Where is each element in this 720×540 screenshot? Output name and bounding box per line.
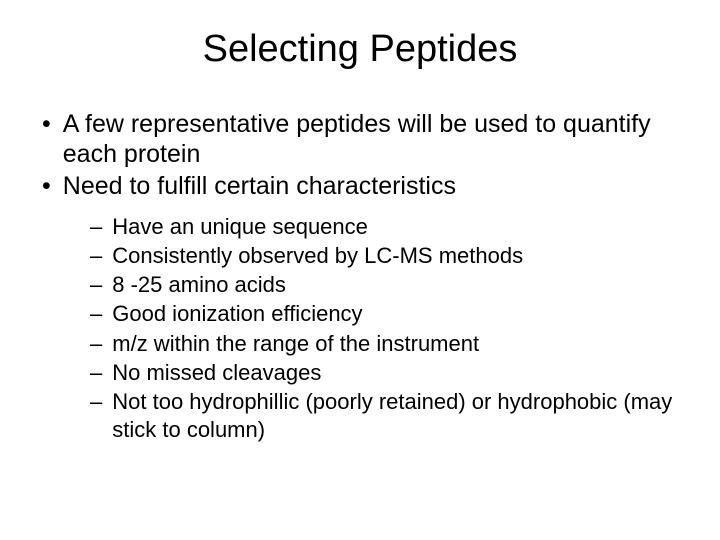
dash-icon: – [90,242,102,270]
sub-bullet-item: – Consistently observed by LC-MS methods [90,242,690,270]
sub-bullet-text: No missed cleavages [112,359,690,387]
sub-bullet-item: – 8 -25 amino acids [90,271,690,299]
main-bullet-text: Need to fulfill certain characteristics [63,171,690,201]
slide-title: Selecting Peptides [30,28,690,71]
sub-bullet-text: m/z within the range of the instrument [112,330,690,358]
sub-bullet-item: – m/z within the range of the instrument [90,330,690,358]
main-bullet-item: • Need to fulfill certain characteristic… [42,171,690,201]
dash-icon: – [90,300,102,328]
sub-bullet-item: – Good ionization efficiency [90,300,690,328]
main-bullet-list: • A few representative peptides will be … [30,109,690,201]
dash-icon: – [90,213,102,241]
bullet-icon: • [42,171,51,201]
sub-bullet-text: Consistently observed by LC-MS methods [112,242,690,270]
sub-bullet-item: – No missed cleavages [90,359,690,387]
dash-icon: – [90,330,102,358]
dash-icon: – [90,271,102,299]
sub-bullet-item: – Not too hydrophillic (poorly retained)… [90,388,690,444]
sub-bullet-text: Good ionization efficiency [112,300,690,328]
sub-bullet-text: 8 -25 amino acids [112,271,690,299]
sub-bullet-list: – Have an unique sequence – Consistently… [30,213,690,444]
sub-bullet-text: Not too hydrophillic (poorly retained) o… [112,388,690,444]
bullet-icon: • [42,109,51,169]
main-bullet-text: A few representative peptides will be us… [63,109,690,169]
dash-icon: – [90,388,102,444]
sub-bullet-item: – Have an unique sequence [90,213,690,241]
dash-icon: – [90,359,102,387]
sub-bullet-text: Have an unique sequence [112,213,690,241]
main-bullet-item: • A few representative peptides will be … [42,109,690,169]
